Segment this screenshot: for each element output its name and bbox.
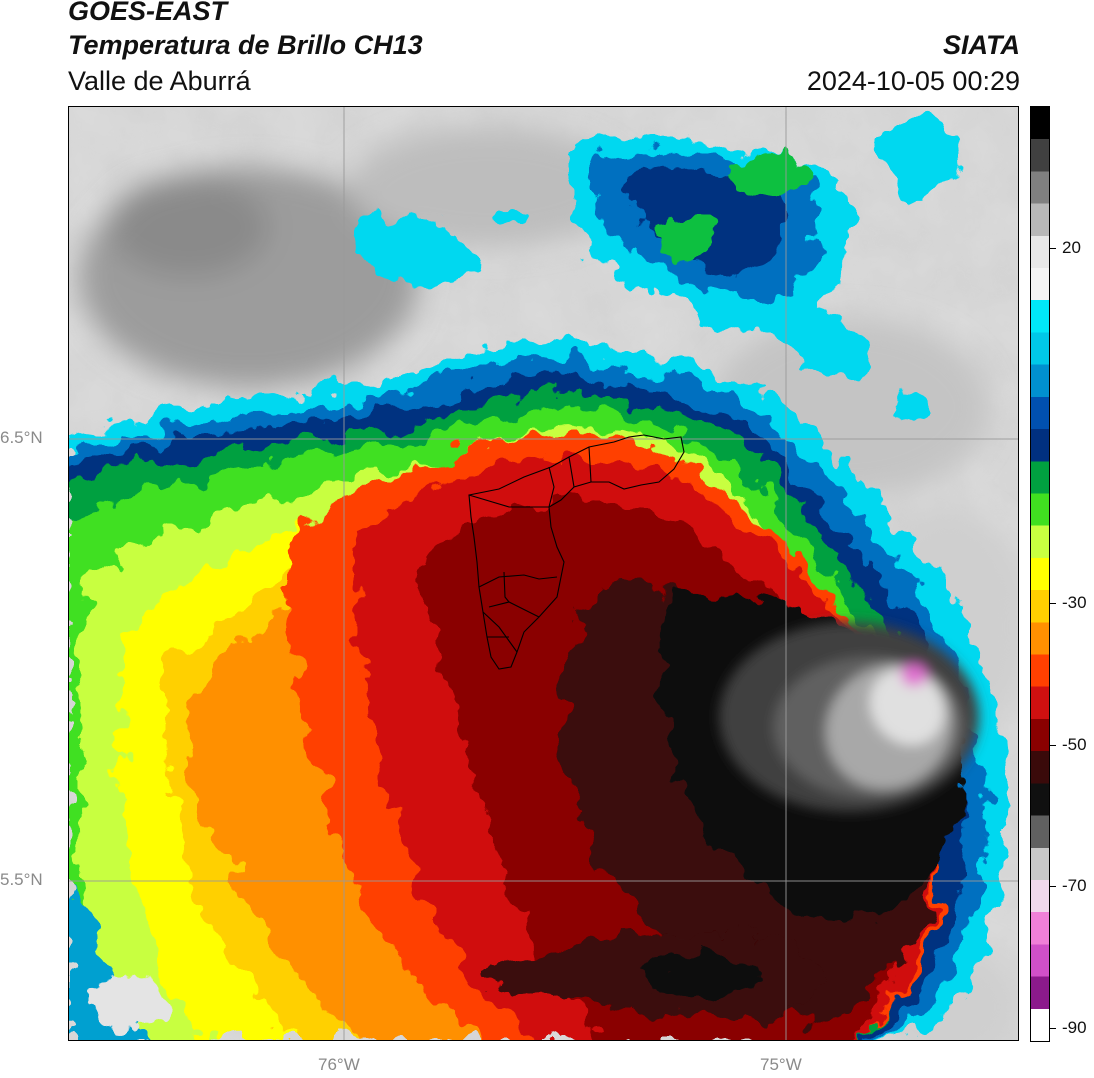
- colorbar-tick: [1050, 1028, 1056, 1029]
- southwest-clear-patch: [69, 887, 169, 1040]
- mesoscale-convective-system: [69, 339, 1006, 1040]
- colorbar-label: -30: [1062, 593, 1087, 612]
- map-subtitle-region: Valle de Aburrá: [68, 66, 251, 96]
- colorbar-tick: [1050, 886, 1056, 887]
- timestamp-label: 2024-10-05 00:29: [806, 66, 1020, 96]
- valle-de-aburra-boundaries: [468, 434, 685, 670]
- graticule: [69, 107, 1018, 1040]
- brightness-temperature-field: [69, 107, 1018, 1040]
- lon-label-76: 76°W: [318, 1055, 360, 1074]
- colorbar-label: -90: [1062, 1018, 1087, 1037]
- colorbar-tick: [1050, 603, 1056, 604]
- lat-label-6-5: 6.5°N: [0, 428, 43, 447]
- map-title-product: Temperatura de Brillo CH13: [68, 30, 423, 60]
- lat-label-5-5: 5.5°N: [0, 870, 43, 889]
- colorbar-tick: [1050, 745, 1056, 746]
- northern-cloud-cluster: [356, 117, 959, 422]
- map-title-satellite: GOES-EAST: [68, 0, 228, 26]
- southern-cold-band: [489, 933, 822, 1020]
- colorbar-tick: [1050, 248, 1056, 249]
- colorbar-label: -50: [1062, 735, 1087, 754]
- colorbar: [1030, 106, 1050, 1042]
- lon-label-75: 75°W: [760, 1055, 802, 1074]
- overshooting-top: [719, 622, 979, 812]
- satellite-map: [68, 106, 1019, 1041]
- colorbar-label: 20: [1062, 238, 1081, 257]
- organization-label: SIATA: [943, 30, 1020, 60]
- colorbar-label: -70: [1062, 876, 1087, 895]
